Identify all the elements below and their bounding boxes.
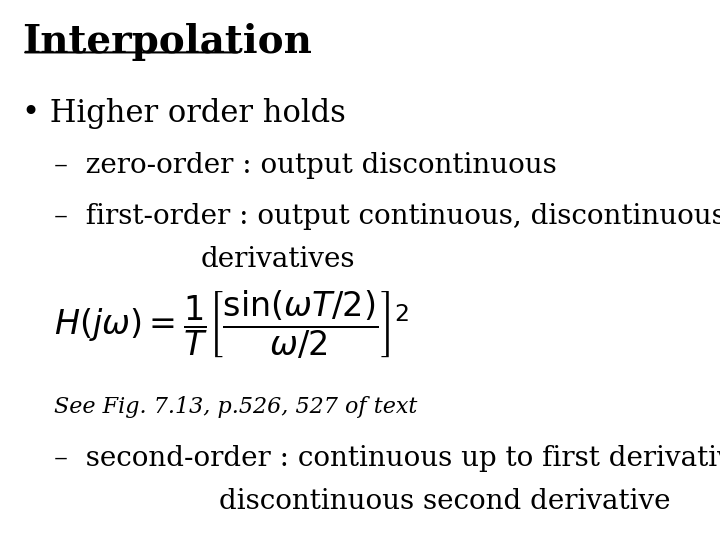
Text: –  second-order : continuous up to first derivative: – second-order : continuous up to first … bbox=[54, 444, 720, 471]
Text: discontinuous second derivative: discontinuous second derivative bbox=[219, 488, 670, 515]
Text: See Fig. 7.13, p.526, 527 of text: See Fig. 7.13, p.526, 527 of text bbox=[54, 396, 417, 419]
Text: $H(j\omega)=\dfrac{1}{T}\left[\dfrac{\sin(\omega T/2)}{\omega/2}\right]^{2}$: $H(j\omega)=\dfrac{1}{T}\left[\dfrac{\si… bbox=[54, 289, 409, 361]
Text: Interpolation: Interpolation bbox=[22, 23, 312, 61]
Text: • Higher order holds: • Higher order holds bbox=[22, 98, 346, 129]
Text: –  zero-order : output discontinuous: – zero-order : output discontinuous bbox=[54, 152, 557, 179]
Text: derivatives: derivatives bbox=[201, 246, 355, 273]
Text: –  first-order : output continuous, discontinuous: – first-order : output continuous, disco… bbox=[54, 203, 720, 230]
